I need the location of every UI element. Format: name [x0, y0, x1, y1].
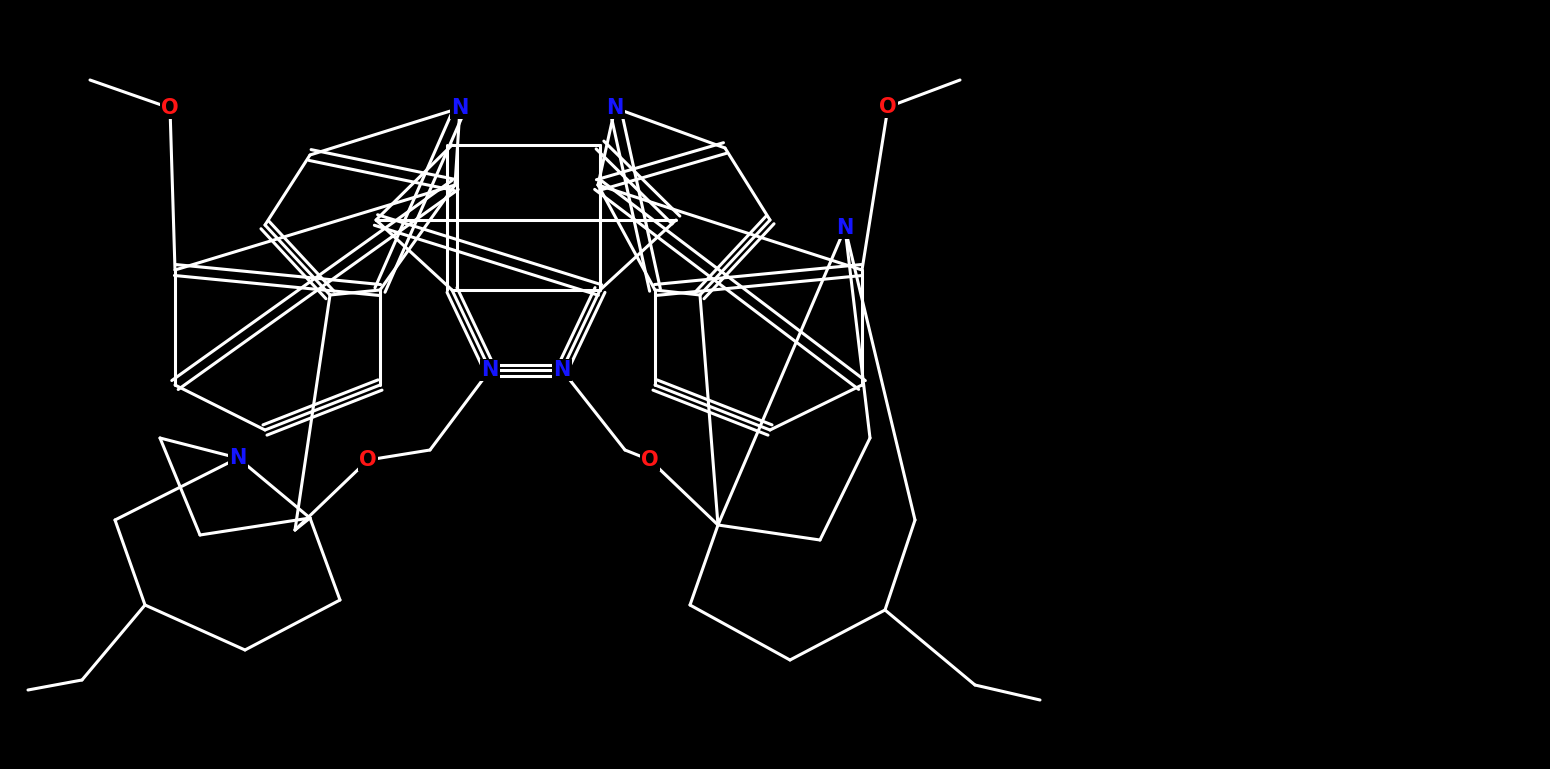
- Text: N: N: [606, 98, 623, 118]
- Text: O: O: [642, 450, 659, 470]
- Text: N: N: [837, 218, 854, 238]
- Text: N: N: [482, 360, 499, 380]
- Text: O: O: [879, 97, 897, 117]
- Text: N: N: [553, 360, 570, 380]
- Text: N: N: [229, 448, 246, 468]
- Text: O: O: [161, 98, 178, 118]
- Text: O: O: [360, 450, 377, 470]
- Text: N: N: [451, 98, 468, 118]
